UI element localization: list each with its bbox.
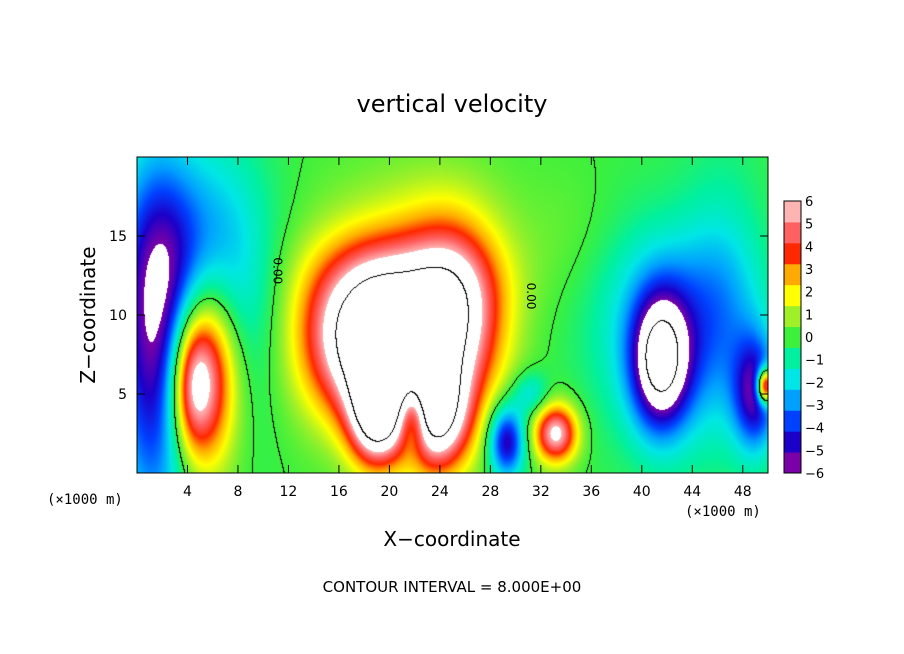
contour-labels: 0.00 0.00 <box>270 257 538 309</box>
colorbar-tick-label: −4 <box>805 422 824 437</box>
x-tick-label: 40 <box>633 484 651 500</box>
colorbar-segment <box>784 410 801 432</box>
y-axis-label: Z−coordinate <box>76 246 100 383</box>
x-unit-label-left: (×1000 m) <box>47 492 123 508</box>
x-tick-label: 12 <box>280 484 298 500</box>
contour-interval-footer: CONTOUR INTERVAL = 8.000E+00 <box>323 578 582 596</box>
x-tick-label: 24 <box>431 484 449 500</box>
x-tick-label: 44 <box>683 484 701 500</box>
colorbar-segment <box>784 263 801 286</box>
colorbar-segment <box>784 284 801 307</box>
colorbar-segment <box>784 368 801 390</box>
colorbar: 6 5 4 3 2 1 0 −1 −2 −3 −4 −5 −6 <box>783 195 824 482</box>
colorbar-segment <box>784 347 801 369</box>
colorbar-segment <box>784 242 801 265</box>
contour-label: 0.00 <box>270 257 284 284</box>
colorbar-frame <box>783 200 802 474</box>
colorbar-tick-label: −1 <box>805 354 824 369</box>
z-unit-label-right: (×1000 m) <box>685 504 761 520</box>
x-tick-label: 48 <box>734 484 752 500</box>
x-tick-label: 28 <box>481 484 499 500</box>
colorbar-tick-label: 5 <box>805 218 813 233</box>
plot-field <box>137 157 768 473</box>
colorbar-tick-label: 4 <box>805 240 813 255</box>
colorbar-tick-label: 6 <box>805 195 813 210</box>
colorbar-segment <box>784 305 801 328</box>
x-tick-label: 8 <box>233 484 242 500</box>
x-axis-label: X−coordinate <box>383 527 520 551</box>
colorbar-tick-label: −6 <box>805 467 824 482</box>
y-tick-label: 10 <box>109 308 127 324</box>
x-tick-label: 4 <box>183 484 192 500</box>
colorbar-segment <box>784 431 801 453</box>
colorbar-tick-label: 1 <box>805 308 813 323</box>
colorbar-tick-label: 2 <box>805 286 813 301</box>
colorbar-segment <box>784 201 801 223</box>
colorbar-segment <box>784 221 801 244</box>
x-axis-ticks: 4 8 12 16 20 24 28 32 36 40 44 48 <box>183 157 752 500</box>
heatmap-canvas <box>137 157 768 473</box>
x-tick-label: 32 <box>532 484 550 500</box>
y-tick-label: 15 <box>109 229 127 245</box>
x-tick-label: 16 <box>330 484 348 500</box>
colorbar-segment <box>784 326 801 348</box>
colorbar-tick-label: −3 <box>805 399 824 414</box>
colorbar-tick-label: 3 <box>805 263 813 278</box>
y-tick-label: 5 <box>118 387 127 403</box>
colorbar-tick-label: −2 <box>805 376 824 391</box>
x-tick-label: 20 <box>380 484 398 500</box>
x-tick-label: 36 <box>582 484 600 500</box>
colorbar-tick-label: 0 <box>805 331 813 346</box>
contour-label: 0.00 <box>524 283 538 310</box>
colorbar-segment <box>784 452 801 474</box>
y-axis-ticks: 5 10 15 <box>109 229 768 403</box>
colorbar-segment <box>784 389 801 411</box>
colorbar-tick-label: −5 <box>805 444 824 459</box>
chart-title: vertical velocity <box>357 90 548 118</box>
